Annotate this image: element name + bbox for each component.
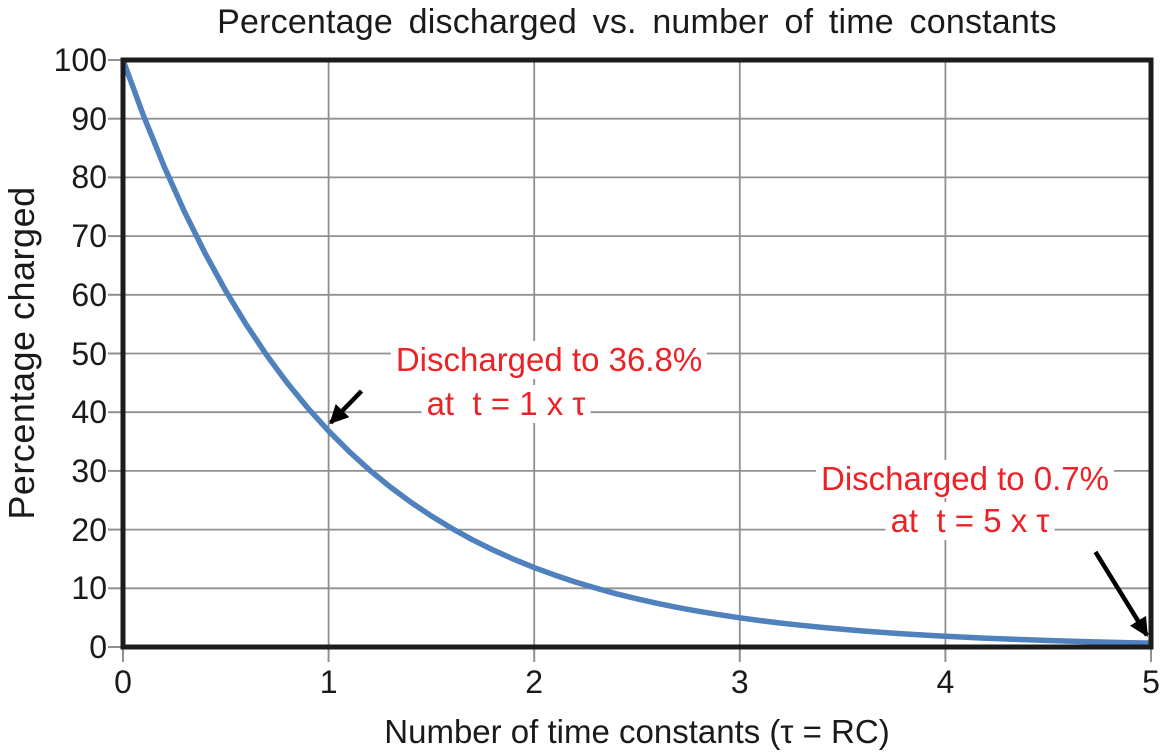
annotation-arrow-1	[329, 389, 364, 425]
y-tick-label: 10	[71, 570, 107, 607]
annotation-5tau-line2: at t = 5 x τ	[885, 502, 1055, 540]
chart-title: Percentage discharged vs. number of time…	[217, 3, 1057, 41]
y-tick-label: 50	[71, 335, 107, 372]
annotation-arrow-2	[1093, 550, 1149, 637]
y-tick-label: 100	[53, 42, 107, 78]
plot-frame	[120, 57, 1154, 650]
x-axis-label: Number of time constants (τ = RC)	[384, 713, 890, 750]
x-tick-label: 0	[114, 664, 132, 700]
y-tick-label: 80	[71, 159, 107, 196]
y-tick-label: 30	[71, 452, 107, 489]
y-tick-label: 70	[71, 218, 107, 255]
x-tick-label: 4	[936, 664, 955, 700]
x-tick-label: 1	[319, 664, 338, 700]
x-tick-label: 5	[1142, 664, 1160, 700]
y-tick-label: 20	[71, 511, 107, 548]
discharge-curve	[125, 62, 1149, 645]
y-tick-label: 90	[71, 100, 107, 137]
tick-marks	[108, 59, 1152, 662]
y-tick-label: 0	[89, 629, 107, 665]
annotation-1tau-line2: at t = 1 x τ	[421, 385, 591, 423]
annotation-1tau-line1: Discharged to 36.8%	[390, 341, 708, 379]
annotation-5tau-line1: Discharged to 0.7%	[816, 460, 1114, 498]
y-tick-label: 60	[71, 276, 107, 313]
x-tick-label: 2	[525, 664, 544, 700]
y-tick-label: 40	[71, 394, 107, 431]
x-tick-label: 3	[730, 664, 749, 700]
